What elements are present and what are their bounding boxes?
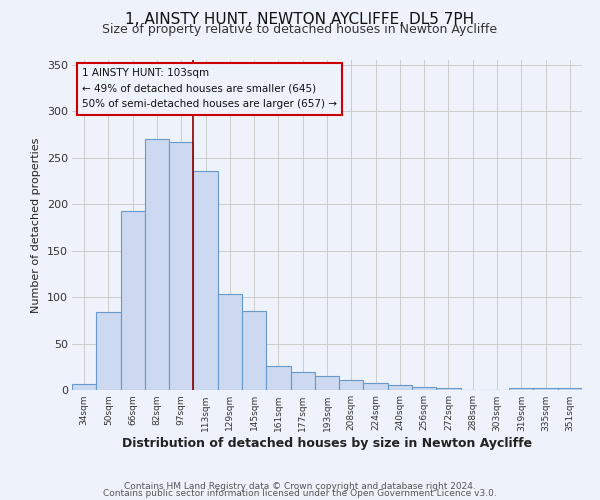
Bar: [388, 386, 412, 390]
Text: Size of property relative to detached houses in Newton Aycliffe: Size of property relative to detached ho…: [103, 22, 497, 36]
Bar: [436, 388, 461, 390]
Bar: [509, 388, 533, 390]
Bar: [364, 384, 388, 390]
X-axis label: Distribution of detached houses by size in Newton Aycliffe: Distribution of detached houses by size …: [122, 438, 532, 450]
Bar: [96, 312, 121, 390]
Bar: [242, 311, 266, 390]
Bar: [412, 387, 436, 390]
Y-axis label: Number of detached properties: Number of detached properties: [31, 138, 41, 312]
Bar: [339, 380, 364, 390]
Bar: [218, 294, 242, 390]
Bar: [72, 384, 96, 390]
Text: 1, AINSTY HUNT, NEWTON AYCLIFFE, DL5 7PH: 1, AINSTY HUNT, NEWTON AYCLIFFE, DL5 7PH: [125, 12, 475, 28]
Bar: [315, 376, 339, 390]
Text: 1 AINSTY HUNT: 103sqm
← 49% of detached houses are smaller (645)
50% of semi-det: 1 AINSTY HUNT: 103sqm ← 49% of detached …: [82, 68, 337, 110]
Text: Contains HM Land Registry data © Crown copyright and database right 2024.: Contains HM Land Registry data © Crown c…: [124, 482, 476, 491]
Bar: [121, 210, 145, 390]
Bar: [145, 139, 169, 390]
Bar: [169, 142, 193, 390]
Bar: [266, 366, 290, 390]
Bar: [290, 372, 315, 390]
Bar: [558, 388, 582, 390]
Bar: [193, 170, 218, 390]
Text: Contains public sector information licensed under the Open Government Licence v3: Contains public sector information licen…: [103, 488, 497, 498]
Bar: [533, 388, 558, 390]
